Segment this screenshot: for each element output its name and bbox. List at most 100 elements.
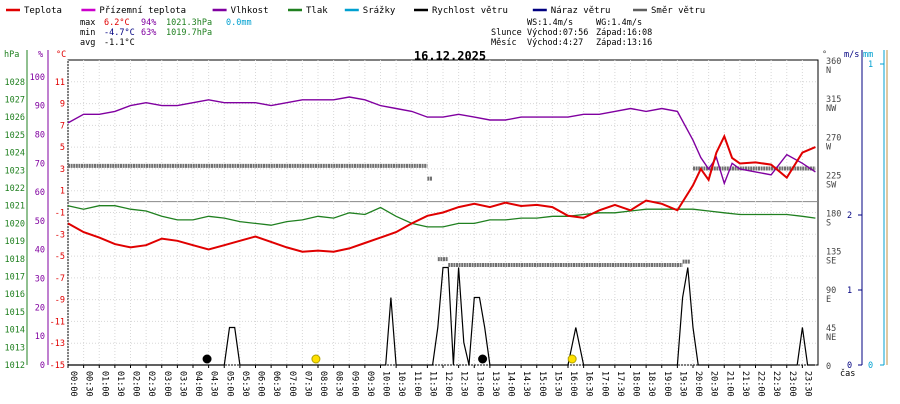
x-tick-label: 20:30	[709, 371, 719, 397]
x-tick-label: 13:30	[490, 371, 500, 397]
temp-tick-label: -15	[50, 361, 65, 371]
mm-tick-label: 1	[868, 60, 873, 70]
stat-max-press: 1021.3hPa	[166, 18, 212, 28]
x-tick-label: 00:30	[84, 371, 94, 397]
pct-tick-label: 70	[35, 159, 45, 169]
x-tick-label: 23:30	[802, 371, 812, 397]
x-tick-label: 14:30	[521, 371, 531, 397]
dir-tick-label: 360	[826, 57, 841, 67]
chart-title: 16.12.2025	[414, 49, 486, 63]
stat-max-temp: 6.2°C	[104, 18, 130, 28]
axes: hPa% °C1012101310141015101610171018101910…	[4, 50, 888, 372]
pct-unit-label: %	[38, 50, 43, 60]
hpa-tick-label: 1021	[5, 202, 25, 212]
x-tick-label: 13:00	[474, 371, 484, 397]
x-tick-label: 18:30	[646, 371, 656, 397]
x-tick-label: 05:00	[224, 371, 234, 397]
x-axis-label: čas	[840, 368, 855, 379]
stat-sun-set: Západ:16:08	[596, 28, 652, 38]
mm-tick-label: 0	[868, 361, 873, 371]
stat-moon-label: Měsíc	[491, 38, 517, 48]
temp-tick-label: -1	[55, 209, 65, 219]
x-tick-label: 21:00	[724, 371, 734, 397]
stat-moon-rise: Východ:4:27	[527, 38, 583, 48]
legend-label: Směr větru	[651, 6, 705, 16]
x-tick-label: 08:30	[334, 371, 344, 397]
hpa-tick-label: 1022	[5, 184, 25, 194]
dir-tick-label: 0	[826, 362, 831, 372]
pct-tick-label: 30	[35, 275, 45, 285]
temp-tick-label: 7	[60, 121, 65, 131]
hpa-tick-label: 1012	[5, 361, 25, 371]
x-tick-label: 19:30	[677, 371, 687, 397]
x-tick-label: 12:30	[459, 371, 469, 397]
dir-compass-label: NE	[826, 333, 836, 343]
moon-rise-icon	[202, 354, 212, 364]
x-tick-label: 06:00	[256, 371, 266, 397]
pct-tick-label: 0	[40, 361, 45, 371]
legend-label: Teplota	[24, 6, 62, 16]
pct-tick-label: 50	[35, 217, 45, 227]
hpa-tick-label: 1020	[5, 219, 25, 229]
x-tick-label: 14:00	[506, 371, 516, 397]
pct-tick-label: 10	[35, 332, 45, 342]
dir-tick-label: 225	[826, 171, 841, 181]
x-tick-label: 20:00	[693, 371, 703, 397]
moon-set-icon	[478, 354, 488, 364]
x-tick-label: 06:30	[271, 371, 281, 397]
stat-avg-label: avg	[80, 38, 95, 48]
legend-label: Srážky	[363, 6, 396, 16]
dir-compass-label: E	[826, 295, 831, 305]
x-tick-label: 02:30	[146, 371, 156, 397]
legend-label: Přízemní teplota	[99, 6, 186, 16]
temp-tick-label: 1	[60, 187, 65, 197]
x-tick-label: 09:00	[349, 371, 359, 397]
stat-max-rain: 0.0mm	[226, 18, 252, 28]
stat-wg: WG:1.4m/s	[596, 18, 642, 28]
dir-unit-label: °	[822, 50, 827, 60]
temp-unit-label: °C	[56, 50, 66, 60]
pct-tick-label: 80	[35, 130, 45, 140]
x-tick-label: 15:30	[552, 371, 562, 397]
stat-sun-rise: Východ:07:56	[527, 28, 588, 38]
dir-tick-label: 135	[826, 248, 841, 258]
temp-tick-label: -11	[50, 317, 65, 327]
pct-tick-label: 90	[35, 102, 45, 112]
x-tick-label: 03:30	[177, 371, 187, 397]
stat-sun-label: Slunce	[491, 28, 522, 38]
stat-moon-set: Západ:13:16	[596, 38, 652, 48]
dir-tick-label: 45	[826, 324, 836, 334]
dir-tick-label: 180	[826, 210, 841, 220]
sun-rise-icon	[311, 354, 321, 364]
dir-compass-label: W	[826, 142, 832, 152]
hpa-tick-label: 1017	[5, 272, 25, 282]
series-temperature	[67, 133, 816, 253]
x-tick-label: 09:30	[365, 371, 375, 397]
x-tick-label: 16:00	[568, 371, 578, 397]
x-tick-label: 16:30	[584, 371, 594, 397]
x-tick-label: 03:00	[162, 371, 172, 397]
dir-tick-label: 90	[826, 286, 836, 296]
temp-tick-label: 9	[60, 100, 65, 110]
x-tick-label: 04:00	[193, 371, 203, 397]
hpa-tick-label: 1013	[5, 343, 25, 353]
x-tick-label: 05:30	[240, 371, 250, 397]
temp-tick-label: -13	[50, 339, 65, 349]
stat-ws: WS:1.4m/s	[527, 18, 573, 28]
pct-tick-label: 40	[35, 246, 45, 256]
stat-min-hum: 63%	[141, 28, 156, 38]
stat-avg-temp: -1.1°C	[104, 38, 135, 48]
hpa-unit-label: hPa	[4, 50, 19, 60]
temp-tick-label: 3	[60, 165, 65, 175]
stat-max-label: max	[80, 18, 95, 28]
ms-tick-label: 1	[847, 286, 852, 296]
temp-tick-label: 5	[60, 143, 65, 153]
series-humidity	[67, 96, 816, 186]
x-ticks: 00:00 00:30 01:00 01:30 02:00 02:30 03:00 03:30…	[67, 365, 812, 397]
hpa-tick-label: 1019	[5, 237, 25, 247]
legend-label: Vlhkost	[231, 6, 269, 16]
x-tick-label: 00:00	[68, 371, 78, 397]
